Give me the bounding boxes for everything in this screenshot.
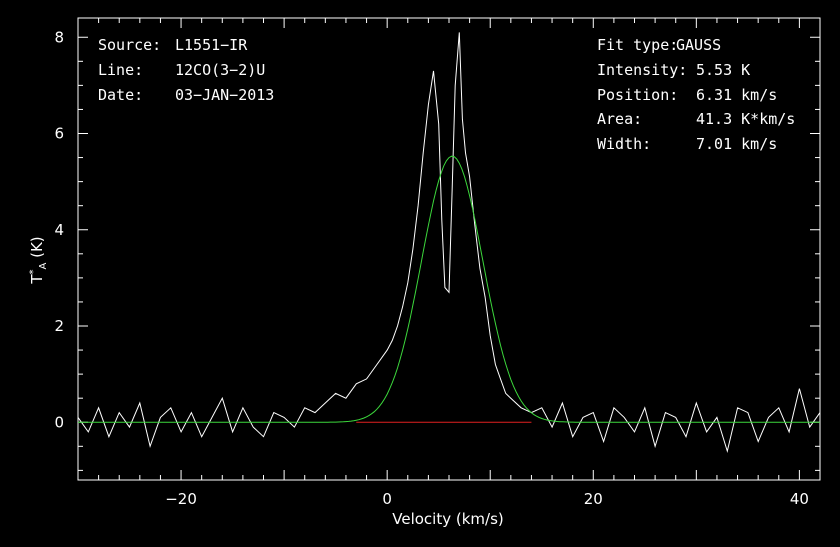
y-tick-label: 6 [54, 125, 64, 143]
y-tick-label: 8 [54, 28, 64, 46]
source-value: L1551−IR [175, 36, 248, 54]
line-value: 12CO(3−2)U [175, 61, 266, 79]
x-tick-label: −20 [165, 490, 197, 508]
date-value: 03−JAN−2013 [175, 86, 275, 104]
area-label: Area: [597, 110, 643, 128]
y-label-unit: (K) [28, 236, 46, 263]
gauss-fit-line [78, 155, 820, 423]
intensity-label: Intensity: [597, 61, 688, 79]
x-tick-label: 20 [584, 490, 603, 508]
y-tick-label: 4 [54, 221, 64, 239]
spectrum-line [77, 32, 821, 453]
y-label-t: T [28, 274, 46, 284]
position-value: 6.31 km/s [696, 86, 778, 104]
y-tick-label: 0 [54, 413, 64, 431]
width-value: 7.01 km/s [696, 135, 778, 153]
y-tick-label: 2 [54, 317, 64, 335]
source-label: Source: [98, 36, 162, 54]
y-label-sup: * [28, 269, 39, 275]
y-label-sub: A [38, 262, 49, 270]
position-label: Position: [597, 86, 679, 104]
x-axis-label: Velocity (km/s) [0, 510, 840, 528]
width-label: Width: [597, 135, 652, 153]
x-tick-label: 0 [382, 490, 392, 508]
tick-labels: −20 0 20 40 0 2 4 6 8 [54, 28, 808, 508]
intensity-value: 5.53 K [696, 61, 751, 79]
y-axis-label: T*A (K) [28, 230, 49, 290]
axis-ticks [77, 18, 821, 480]
line-label: Line: [98, 61, 144, 79]
fit-type-label: Fit type: [597, 36, 679, 54]
fit-type-value: GAUSS [676, 36, 722, 54]
date-label: Date: [98, 86, 144, 104]
x-tick-label: 40 [790, 490, 809, 508]
area-value: 41.3 K*km/s [696, 110, 796, 128]
x-label-text: Velocity (km/s) [392, 510, 504, 528]
